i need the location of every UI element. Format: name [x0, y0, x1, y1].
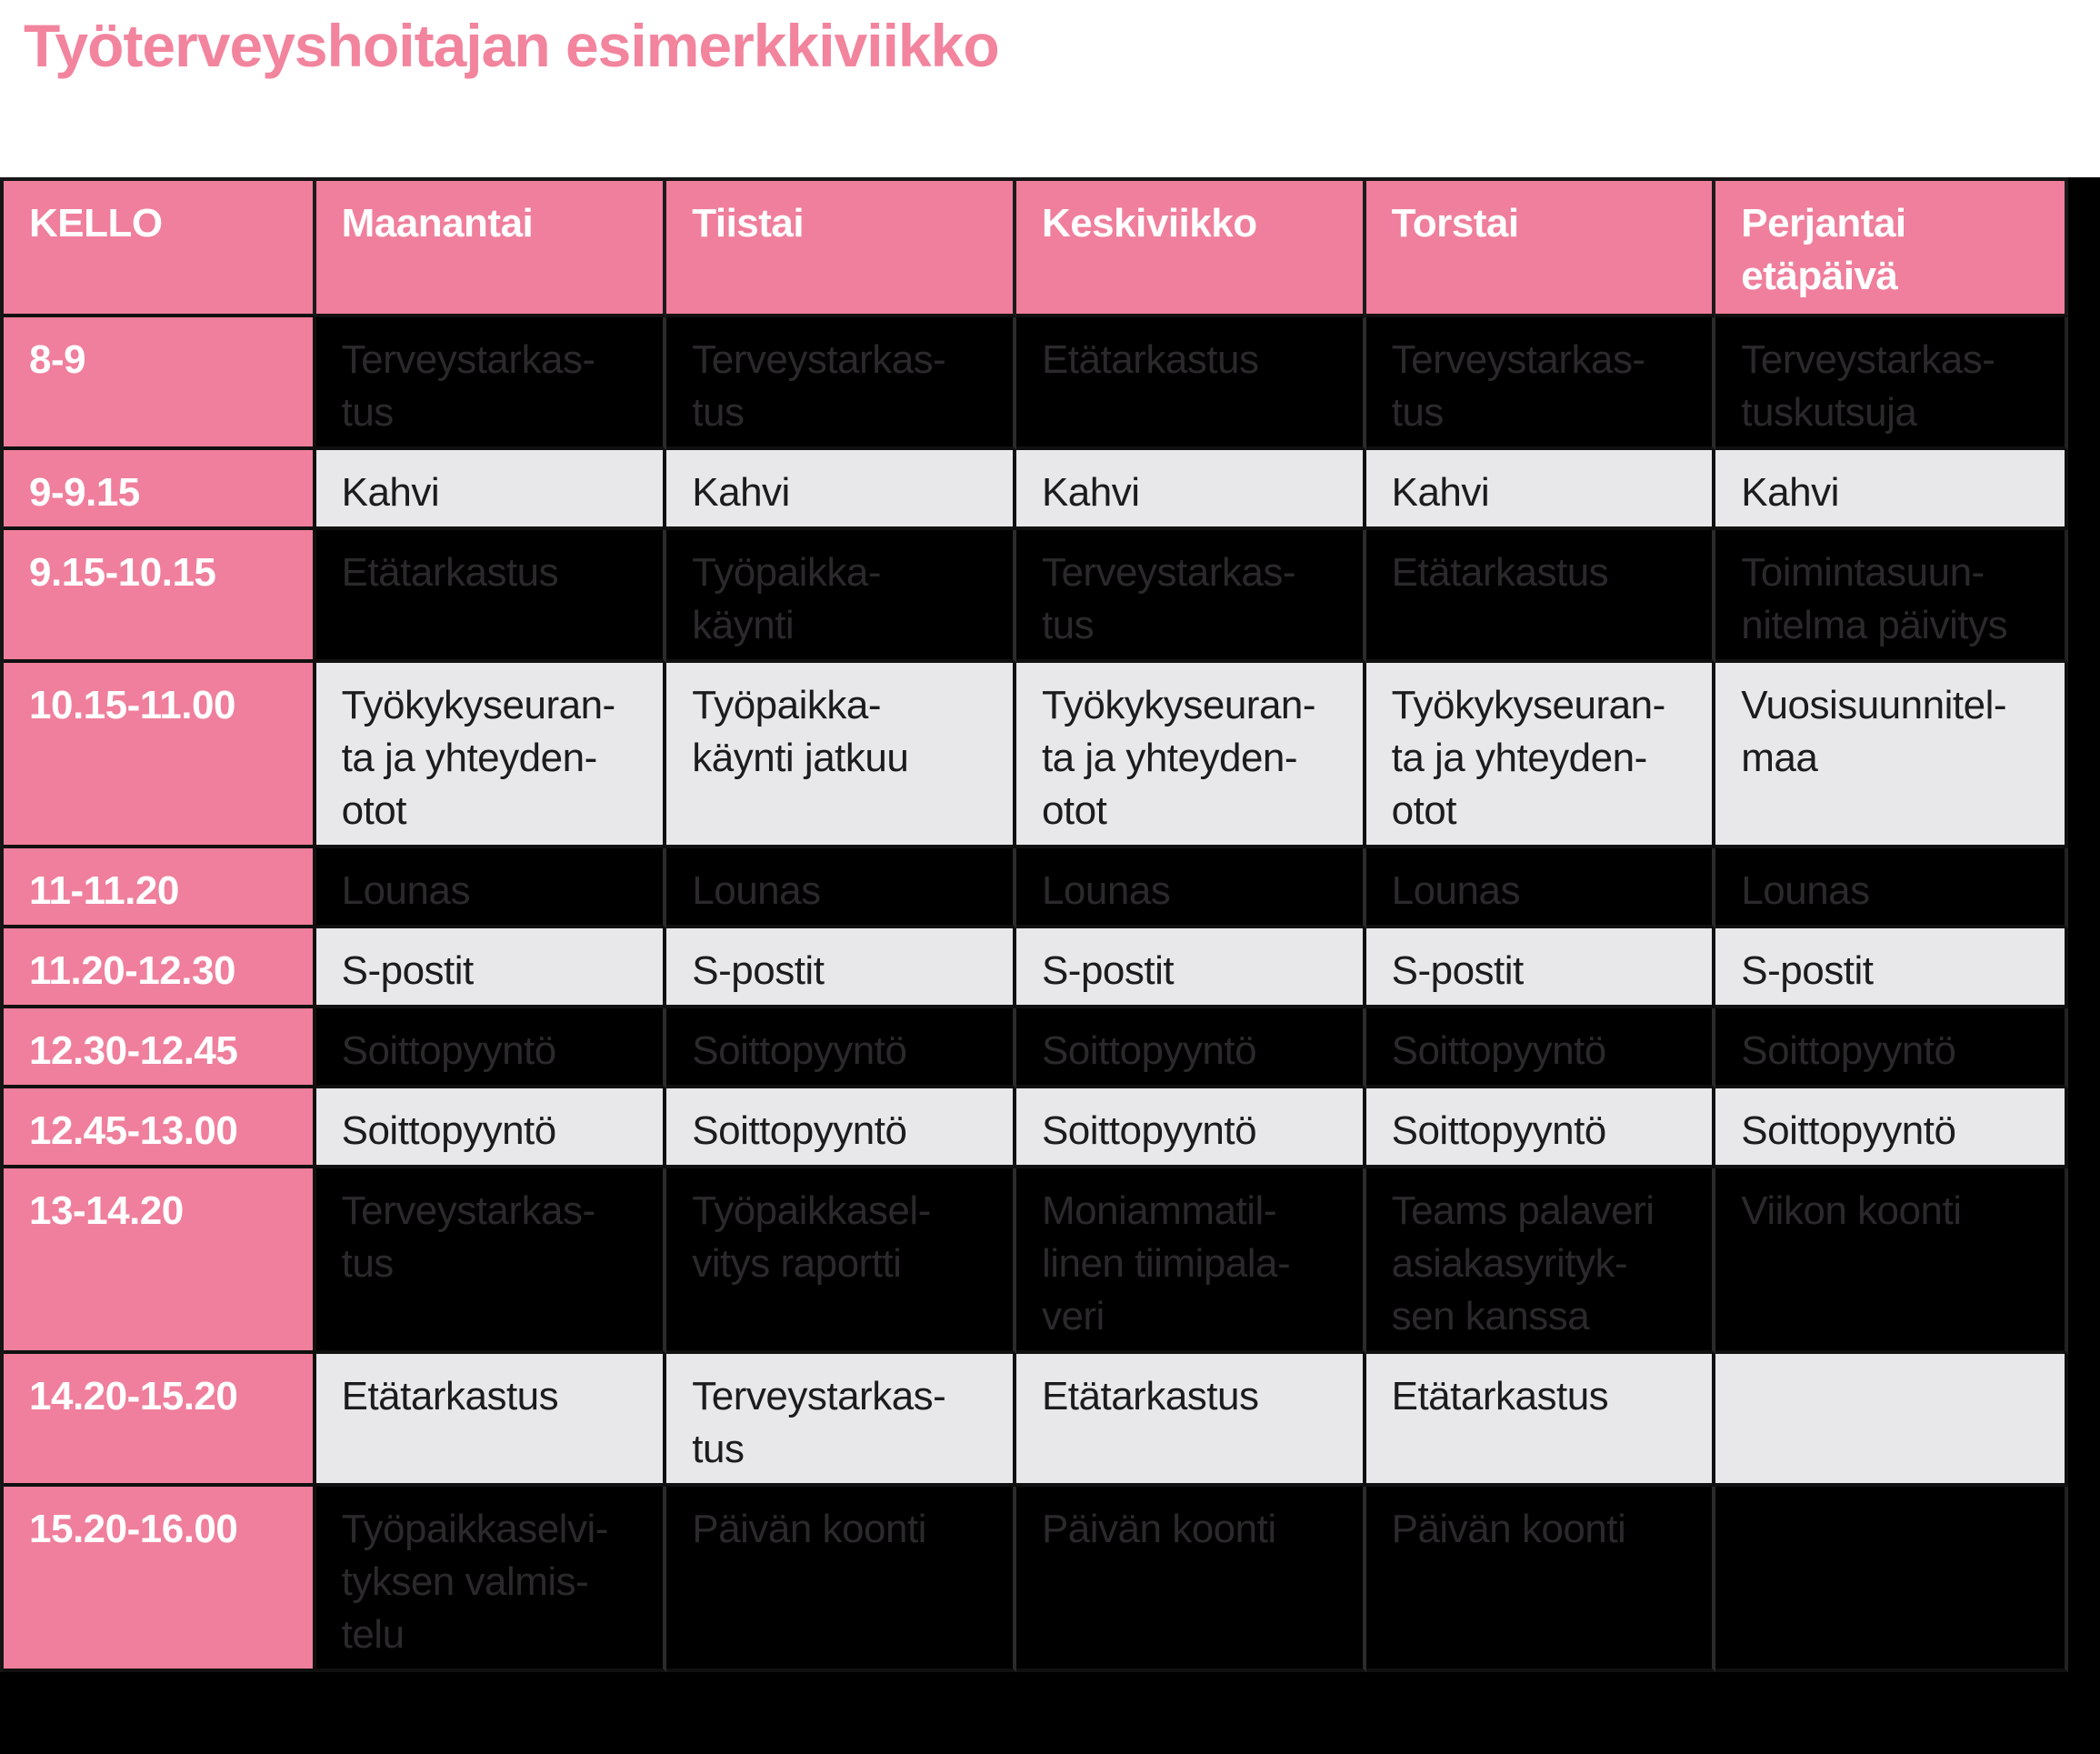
day-cell-torstai: Soittopyyntö — [1365, 1088, 1716, 1168]
day-cell-perjantai: Terveystarkas- tuskutsuja — [1715, 317, 2068, 450]
day-cell-tiistai: Soittopyyntö — [666, 1008, 1016, 1088]
day-cell-tiistai: Työpaikka- käynti — [666, 530, 1016, 663]
day-cell-torstai: S-postit — [1365, 928, 1716, 1008]
day-cell-maanantai: Lounas — [315, 848, 667, 928]
day-cell-torstai: Työkykyseuran- ta ja yhteyden- otot — [1365, 663, 1716, 848]
header-row: KELLO Maanantai Tiistai Keskiviikko Tors… — [4, 181, 2068, 317]
day-cell-keskiviikko: Etätarkastus — [1015, 317, 1366, 450]
day-cell-torstai: Päivän koonti — [1365, 1487, 1716, 1672]
day-cell-keskiviikko: Terveystarkas- tus — [1015, 530, 1366, 663]
day-cell-keskiviikko: Etätarkastus — [1015, 1354, 1366, 1487]
day-cell-keskiviikko: Työkykyseuran- ta ja yhteyden- otot — [1015, 663, 1366, 848]
day-cell-maanantai: Terveystarkas- tus — [315, 317, 667, 450]
time-cell: 12.30-12.45 — [4, 1008, 316, 1088]
day-cell-torstai: Etätarkastus — [1365, 1354, 1716, 1487]
day-cell-tiistai: Kahvi — [666, 450, 1016, 530]
day-cell-tiistai: Lounas — [666, 848, 1016, 928]
day-cell-torstai: Lounas — [1365, 848, 1716, 928]
day-cell-maanantai: Terveystarkas- tus — [315, 1168, 667, 1354]
title-band: Työterveyshoitajan esimerkkiviikko — [0, 0, 2100, 177]
day-cell-tiistai: Terveystarkas- tus — [666, 1354, 1016, 1487]
day-cell-maanantai: Etätarkastus — [315, 1354, 667, 1487]
day-cell-maanantai: Työkykyseuran- ta ja yhteyden- otot — [315, 663, 667, 848]
table-row: 15.20-16.00 Työpaikkaselvi- tyksen valmi… — [4, 1487, 2068, 1672]
time-cell: 9.15-10.15 — [4, 530, 316, 663]
time-cell: 11-11.20 — [4, 848, 316, 928]
day-cell-keskiviikko: S-postit — [1015, 928, 1366, 1008]
day-cell-maanantai: Soittopyyntö — [315, 1088, 667, 1168]
day-cell-perjantai: Soittopyyntö — [1715, 1088, 2068, 1168]
time-cell: 15.20-16.00 — [4, 1487, 316, 1672]
day-cell-perjantai: Viikon koonti — [1715, 1168, 2068, 1354]
column-header-kello: KELLO — [4, 181, 316, 317]
day-cell-tiistai: Työpaikka- käynti jatkuu — [666, 663, 1016, 848]
day-cell-tiistai: Soittopyyntö — [666, 1088, 1016, 1168]
day-cell-perjantai: Soittopyyntö — [1715, 1008, 2068, 1088]
day-cell-torstai: Soittopyyntö — [1365, 1008, 1716, 1088]
table-row: 9-9.15 Kahvi Kahvi Kahvi Kahvi Kahvi — [4, 450, 2068, 530]
weekly-schedule-table: KELLO Maanantai Tiistai Keskiviikko Tors… — [0, 177, 2068, 1672]
day-cell-perjantai: Toimintasuun- nitelma päivitys — [1715, 530, 2068, 663]
day-cell-torstai: Etätarkastus — [1365, 530, 1716, 663]
time-cell: 14.20-15.20 — [4, 1354, 316, 1487]
day-cell-maanantai: Kahvi — [315, 450, 667, 530]
day-cell-torstai: Kahvi — [1365, 450, 1716, 530]
time-cell: 12.45-13.00 — [4, 1088, 316, 1168]
column-header-tiistai: Tiistai — [666, 181, 1016, 317]
column-header-perjantai: Perjantai etäpäivä — [1715, 181, 2068, 317]
page-title: Työterveyshoitajan esimerkkiviikko — [24, 12, 1000, 79]
day-cell-perjantai: Lounas — [1715, 848, 2068, 928]
day-cell-torstai: Teams palaveri asiakasyrityk- sen kanssa — [1365, 1168, 1716, 1354]
table-row: 12.30-12.45 Soittopyyntö Soittopyyntö So… — [4, 1008, 2068, 1088]
column-header-torstai: Torstai — [1365, 181, 1716, 317]
day-cell-tiistai: Terveystarkas- tus — [666, 317, 1016, 450]
day-cell-torstai: Terveystarkas- tus — [1365, 317, 1716, 450]
table-row: 10.15-11.00 Työkykyseuran- ta ja yhteyde… — [4, 663, 2068, 848]
day-cell-keskiviikko: Lounas — [1015, 848, 1366, 928]
time-cell: 11.20-12.30 — [4, 928, 316, 1008]
day-cell-tiistai: Päivän koonti — [666, 1487, 1016, 1672]
day-cell-perjantai: Vuosisuunnitel- maa — [1715, 663, 2068, 848]
table-row: 8-9 Terveystarkas- tus Terveystarkas- tu… — [4, 317, 2068, 450]
table-row: 9.15-10.15 Etätarkastus Työpaikka- käynt… — [4, 530, 2068, 663]
day-cell-maanantai: S-postit — [315, 928, 667, 1008]
table-row: 13-14.20 Terveystarkas- tus Työpaikkasel… — [4, 1168, 2068, 1354]
day-cell-maanantai: Etätarkastus — [315, 530, 667, 663]
day-cell-perjantai — [1715, 1487, 2068, 1672]
day-cell-perjantai: S-postit — [1715, 928, 2068, 1008]
table-row: 11.20-12.30 S-postit S-postit S-postit S… — [4, 928, 2068, 1008]
day-cell-keskiviikko: Soittopyyntö — [1015, 1008, 1366, 1088]
table-row: 11-11.20 Lounas Lounas Lounas Lounas Lou… — [4, 848, 2068, 928]
table-row: 12.45-13.00 Soittopyyntö Soittopyyntö So… — [4, 1088, 2068, 1168]
day-cell-tiistai: Työpaikkasel- vitys raportti — [666, 1168, 1016, 1354]
day-cell-tiistai: S-postit — [666, 928, 1016, 1008]
day-cell-maanantai: Soittopyyntö — [315, 1008, 667, 1088]
bottom-black-band — [0, 1672, 2100, 1754]
table-row: 14.20-15.20 Etätarkastus Terveystarkas- … — [4, 1354, 2068, 1487]
day-cell-keskiviikko: Moniammatil- linen tiimipala- veri — [1015, 1168, 1366, 1354]
day-cell-keskiviikko: Soittopyyntö — [1015, 1088, 1366, 1168]
time-cell: 10.15-11.00 — [4, 663, 316, 848]
column-header-keskiviikko: Keskiviikko — [1015, 181, 1366, 317]
day-cell-keskiviikko: Päivän koonti — [1015, 1487, 1366, 1672]
day-cell-keskiviikko: Kahvi — [1015, 450, 1366, 530]
column-header-maanantai: Maanantai — [315, 181, 667, 317]
day-cell-perjantai: Kahvi — [1715, 450, 2068, 530]
day-cell-perjantai — [1715, 1354, 2068, 1487]
time-cell: 9-9.15 — [4, 450, 316, 530]
time-cell: 13-14.20 — [4, 1168, 316, 1354]
time-cell: 8-9 — [4, 317, 316, 450]
day-cell-maanantai: Työpaikkaselvi- tyksen valmis- telu — [315, 1487, 667, 1672]
